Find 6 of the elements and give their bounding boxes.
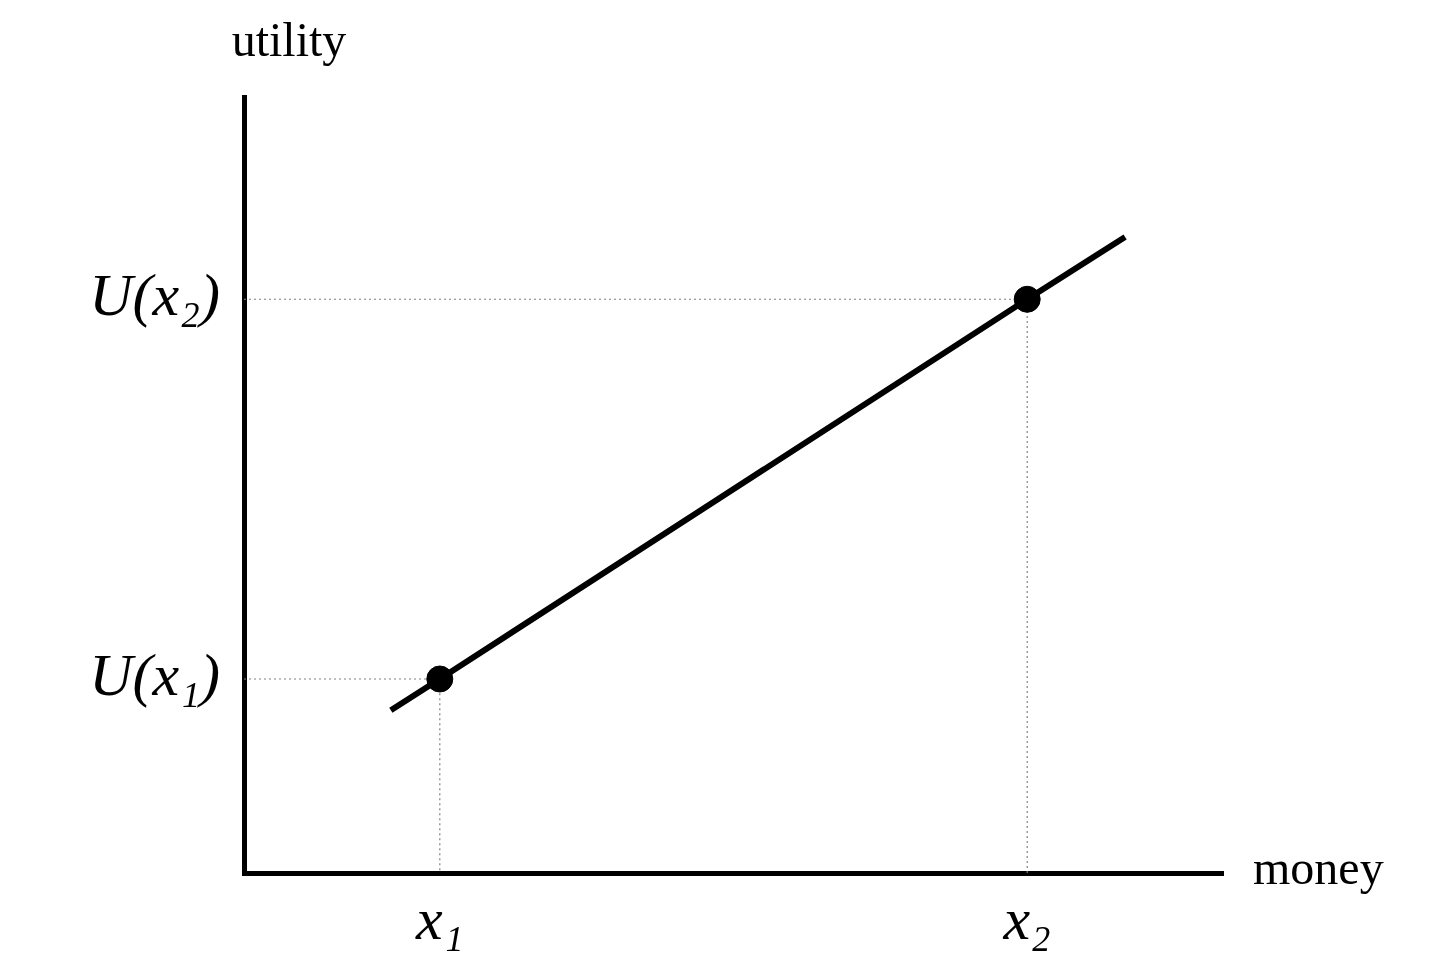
x-tick-label: x₁ — [415, 885, 464, 952]
y-axis-title: utility — [231, 12, 347, 66]
x-axis-title: money — [1253, 840, 1384, 894]
text: U(x₁) — [89, 641, 220, 708]
text: U(x₂) — [89, 262, 220, 329]
x-tick-label: x₂ — [1002, 885, 1051, 952]
